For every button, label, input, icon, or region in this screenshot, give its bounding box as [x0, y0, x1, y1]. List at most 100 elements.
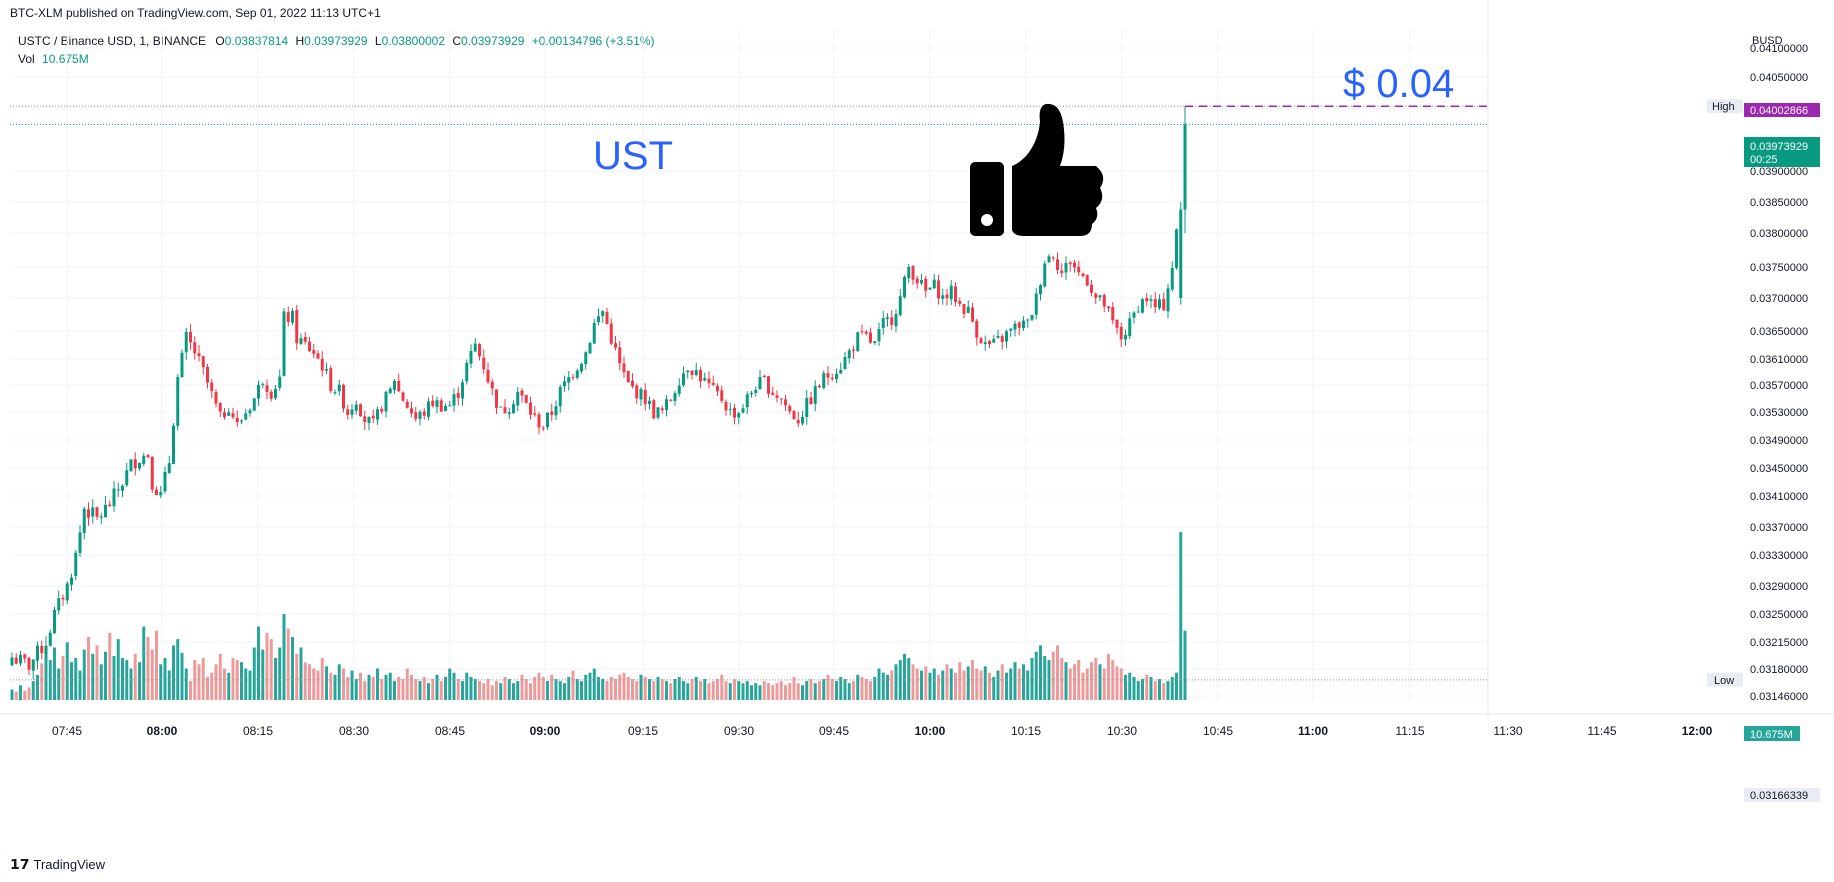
symbol-name[interactable]: USTC / Binance USD, 1, BINANCE: [18, 34, 207, 48]
tradingview-logo-icon[interactable]: 𝟭𝟳: [10, 856, 30, 872]
candle-body: [635, 385, 639, 399]
candle-body: [19, 654, 22, 664]
candle-body: [435, 400, 439, 408]
annotation-ust: UST: [593, 134, 673, 178]
volume-bar: [699, 681, 702, 700]
candle-body: [1166, 288, 1170, 312]
candle-body: [1034, 293, 1038, 315]
y-tick-label: 0.03570000: [1750, 380, 1808, 392]
candle-body: [1051, 257, 1055, 259]
volume-bar: [265, 632, 269, 700]
volume-bar: [31, 681, 35, 700]
candle-body: [10, 657, 14, 666]
candle-body: [554, 406, 558, 416]
volume-bar: [767, 683, 770, 700]
volume-bar: [138, 662, 141, 700]
volume-bar: [813, 683, 817, 700]
y-tick-label: 0.03370000: [1750, 522, 1808, 534]
candle-body: [439, 400, 443, 412]
volume-bar: [486, 679, 490, 700]
x-tick-label: 11:30: [1493, 724, 1522, 738]
volume-bar: [456, 679, 460, 700]
candle-body: [639, 388, 643, 400]
high-tag-label: High: [1712, 101, 1735, 113]
candle-body: [40, 645, 44, 654]
candle-body: [295, 309, 299, 344]
volume-bar: [949, 668, 953, 700]
candle-body: [53, 609, 56, 634]
candle-body: [1141, 299, 1144, 313]
volume-bar: [91, 653, 95, 700]
candle-body: [1068, 262, 1072, 264]
candle-body: [486, 369, 490, 383]
volume-bar: [652, 681, 656, 700]
candle-body: [155, 489, 158, 496]
x-tick-label: 09:30: [724, 724, 754, 738]
low-tag-label: Low: [1714, 675, 1734, 687]
candle-body: [1145, 298, 1149, 302]
candle-body: [656, 407, 660, 418]
candle-body: [31, 659, 35, 671]
volume-bar: [70, 662, 73, 700]
volume-bar: [1175, 672, 1178, 700]
footer-brand[interactable]: TradingView: [33, 857, 106, 872]
volume-bar: [1107, 653, 1110, 700]
candle-body: [792, 411, 796, 420]
volume-bar: [422, 676, 426, 700]
volume-bar: [1056, 645, 1059, 700]
volume-bar: [282, 613, 286, 700]
volume-bar: [1060, 658, 1064, 700]
candle-body: [503, 407, 507, 414]
candle-body: [193, 342, 197, 354]
y-tick-label: 0.03700000: [1750, 293, 1808, 305]
candle-body: [898, 296, 902, 315]
volume-bar: [65, 642, 69, 700]
annotation-price: $ 0.04: [1343, 62, 1455, 106]
x-tick-label: 12:00: [1682, 724, 1713, 738]
volume-bar: [852, 681, 855, 700]
volume-bar: [979, 670, 983, 700]
candle-body: [418, 411, 422, 419]
candle-body: [138, 462, 141, 469]
volume-bar: [932, 668, 936, 700]
volume-bar: [473, 679, 477, 700]
candle-body: [826, 373, 830, 378]
volume-bar: [1145, 674, 1149, 700]
candle-body: [877, 329, 881, 342]
volume-bar: [333, 674, 337, 700]
open-label: O: [215, 34, 225, 48]
volume-bar: [490, 685, 494, 700]
candle-body: [218, 403, 222, 412]
volume-bar: [1119, 668, 1123, 700]
volume-bar: [886, 674, 889, 700]
x-tick-label: 11:15: [1395, 724, 1424, 738]
candle-body: [537, 414, 541, 428]
candle-body: [682, 373, 685, 386]
volume-bar: [669, 683, 673, 700]
volume-bar: [720, 674, 724, 700]
open-value: 0.03837814: [224, 34, 289, 48]
volume-label[interactable]: Vol: [18, 52, 35, 66]
volume-bar: [771, 685, 775, 700]
chart-grid: [10, 28, 1488, 702]
candle-body: [95, 507, 99, 517]
volume-bar: [864, 679, 868, 700]
volume-bar: [703, 679, 707, 700]
volume-bar: [656, 676, 660, 700]
candle-body: [597, 316, 600, 323]
candle-body: [558, 387, 562, 407]
volume-bar: [928, 672, 932, 700]
volume-bar: [835, 681, 838, 700]
candle-body: [971, 307, 974, 322]
volume-bar: [427, 683, 430, 700]
candle-body: [949, 285, 953, 300]
volume-bar: [1111, 660, 1115, 700]
candle-body: [1158, 299, 1161, 309]
volume-bar: [269, 639, 273, 700]
volume-bar: [533, 676, 537, 700]
candle-body: [129, 459, 133, 472]
volume-bar: [1013, 662, 1017, 700]
volume-bar: [163, 658, 167, 700]
candle-body: [1119, 327, 1123, 340]
